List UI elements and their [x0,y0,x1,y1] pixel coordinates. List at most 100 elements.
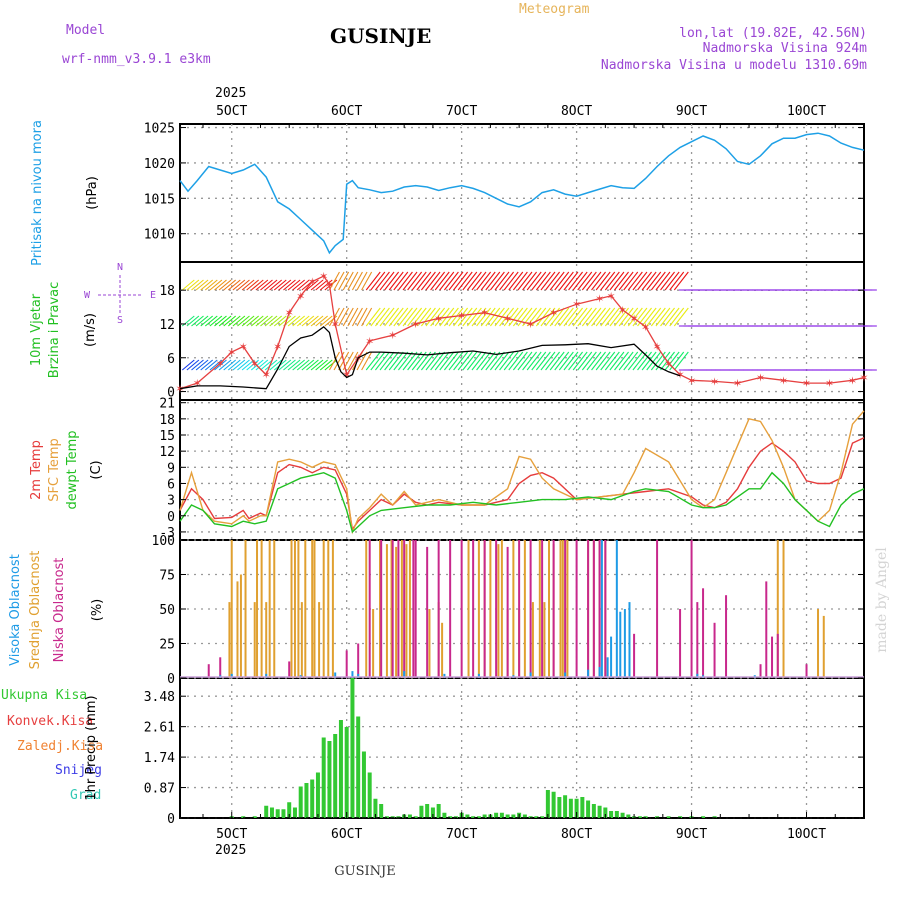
cloud-bar [713,622,716,678]
model-label: Model [66,23,105,38]
wind-arrow [218,279,232,291]
wind-arrow [591,351,606,371]
wind-arrow [407,307,423,327]
wind-arrow [260,359,273,371]
precip-bar [252,816,257,818]
cloud-bar [529,540,532,678]
wind-arrow [204,359,218,371]
temp-series-3 [179,471,865,534]
precip-bar [511,814,516,818]
wind-arrow [384,271,400,291]
cloud-bar [460,540,463,678]
wind-arrow [664,271,680,291]
y-tick-label: 3.48 [144,690,175,705]
wind-arrow [439,351,455,371]
precip-bar [522,814,527,818]
wind-arrow [595,351,611,371]
wind-arrow [351,307,363,327]
wind-arrow [200,279,214,291]
cloud-bar [782,540,785,678]
gust-point: ✶ [388,329,397,342]
wind-arrow [595,271,611,291]
wind-arrow [540,307,556,327]
wind-arrow [278,359,292,371]
wind-arrow [232,359,246,371]
cloud-bar [239,574,242,678]
wind-arrow [591,271,606,291]
wind-arrow [420,307,436,327]
precip-bar [505,814,510,818]
precip-bar [678,816,683,818]
wind-arrow [209,279,223,291]
wind-arrow [365,351,381,371]
wind-arrow [462,351,478,371]
precip-bar [499,812,504,818]
cloud-bar [293,540,296,678]
wind-arrow [214,359,227,371]
cloud-bar [592,540,595,678]
wind-arrow [232,315,246,327]
wind-arrow [237,279,250,291]
cloud-bar [265,673,268,678]
wind-arrow [287,315,301,327]
wind-arrow [586,351,602,371]
precip-bar [384,816,389,818]
wind-arrow [430,307,446,327]
wind-arrow [558,351,574,371]
precip-bar [344,727,349,818]
sfc-temp-label: SFC Temp [47,438,62,502]
cloud-bar [604,540,607,678]
y-tick-label: -3 [159,526,175,541]
wind-arrow [181,359,195,371]
wind-arrow [489,271,505,291]
wind-arrow [535,271,551,291]
wind-arrow [241,359,255,371]
wind-arrow [264,359,278,371]
precip-bar [453,816,458,818]
precip-bar [620,812,625,818]
product-title: Meteogram [519,2,590,17]
time-tick-top: 7OCT [446,104,477,119]
wind-arrow [503,351,519,371]
wind-arrow [466,271,482,291]
gust-point: ✶ [319,270,328,283]
wind-arrow [384,351,400,371]
wind-arrow [407,351,423,371]
wind-arrow [209,315,223,327]
wind-arrow [499,351,515,371]
y-tick-label: 1025 [144,122,175,137]
y-tick-label: 2.61 [144,721,175,736]
y-tick-label: 1020 [144,157,175,172]
wind-arrow [673,271,689,291]
wind-arrow [476,271,492,291]
legend-total-rain: Ukupna Kisa [1,688,87,703]
gust-point: ✶ [216,357,225,370]
wind-arrow [572,307,588,327]
y-tick-label: 25 [159,638,175,653]
wind-arrow [310,315,324,327]
gust-point: ✶ [308,276,317,289]
wind-arrow [609,271,625,291]
wind-arrow [517,307,533,327]
time-tick-top: 9OCT [676,104,707,119]
precip-panel [179,677,865,819]
pressure-unit: (hPa) [85,176,100,210]
wind-arrow [315,279,329,291]
cloud-bar [610,636,613,678]
wind-arrow [191,279,204,291]
wind-arrow [315,315,329,327]
wind-arrow [443,351,459,371]
wind-arrow [306,315,319,327]
model-name: wrf-nmm_v3.9.1 e3km [62,52,211,67]
precip-bar [465,814,470,818]
mid-cloud-label: Srednja Oblacnost [28,551,43,670]
gust-point: ✶ [779,374,788,387]
cloud-bar [207,664,210,678]
wind-arrow [420,271,436,291]
wind-arrow [301,315,315,327]
wind-arrow [448,271,464,291]
wind-arrow [356,271,368,291]
wind-arrow [489,351,505,371]
gust-point: ✶ [848,374,857,387]
wind-arrow [591,307,606,327]
